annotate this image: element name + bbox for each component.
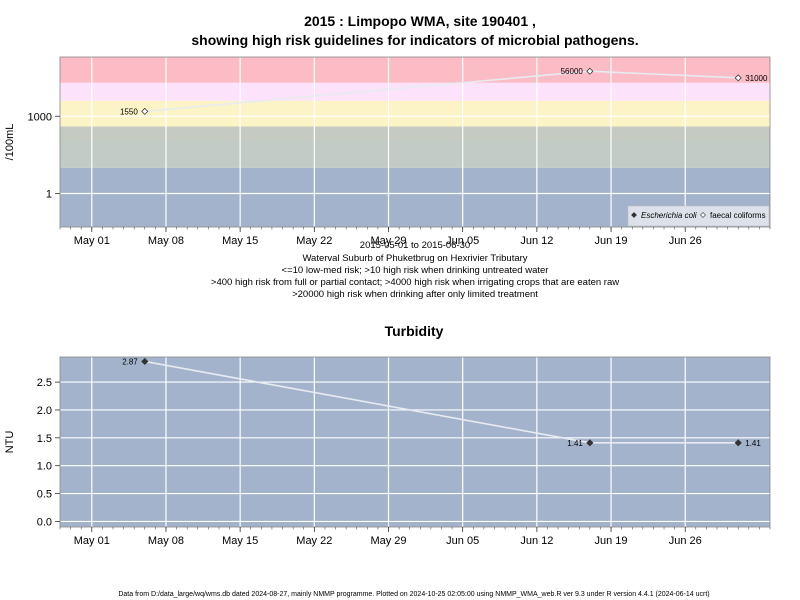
turbidity-panel: May 01 May 08 May 15 May 22 May 29 Jun 05 Jun … — [4, 356, 771, 547]
legend-marker-e-coli — [631, 212, 637, 218]
data-label: 1550 — [120, 107, 138, 116]
date-range: 2015-05-01 to 2015-06-30 — [360, 240, 470, 251]
series-turbidity: 2.87 1.41 1.41 — [122, 357, 761, 447]
x-tick-label: May 15 — [222, 535, 258, 547]
x-tick-label: Jun 12 — [520, 535, 553, 547]
legend-entry-faecal-coliforms: faecal coliforms — [710, 211, 766, 220]
y-tick-label: 1.0 — [37, 461, 52, 473]
x-axis: May 01 May 08 May 15 May 22 May 29 Jun 05 Jun … — [59, 527, 771, 547]
legend-entry-e-coli: Escherichia coli — [641, 211, 697, 220]
y-axis-label: /100mL — [4, 124, 16, 161]
data-label: 56000 — [561, 67, 584, 76]
y-tick-label: 0.0 — [37, 516, 52, 528]
guideline-drinking: <=10 low-med risk; >10 high risk when dr… — [282, 265, 549, 276]
x-axis-description: 2015-05-01 to 2015-06-30 Waterval Suburb… — [211, 240, 619, 300]
x-tick-label: May 29 — [370, 535, 406, 547]
y-axis-label: NTU — [4, 431, 16, 454]
risk-band-1 — [60, 142, 770, 168]
chart-title: 2015 : Limpopo WMA, site 190401 , — [304, 13, 536, 29]
legend: Escherichia coli faecal coliforms — [627, 205, 770, 227]
risk-band-5 — [60, 57, 770, 83]
y-tick-label: 1000 — [28, 111, 52, 123]
data-label: 1.41 — [567, 439, 583, 448]
data-point — [734, 439, 742, 447]
x-tick-label: May 22 — [296, 535, 332, 547]
x-axis: May 01 May 08 May 15 May 22 May 29 Jun 05 Jun … — [59, 227, 771, 247]
risk-bands — [60, 57, 770, 227]
risk-band-4 — [60, 82, 770, 101]
data-point — [734, 74, 742, 82]
series-faecal-coliforms: 1550 56000 31000 — [120, 67, 768, 116]
y-tick-label: 2.0 — [37, 405, 52, 417]
x-tick-label: Jun 05 — [446, 235, 479, 247]
guideline-treatment: >20000 high risk when drinking after onl… — [292, 289, 538, 300]
x-tick-label: Jun 05 — [446, 535, 479, 547]
grid-lines — [60, 57, 770, 227]
data-label: 1.41 — [745, 439, 761, 448]
data-point — [586, 67, 594, 75]
y-tick-label: 2.5 — [37, 377, 52, 389]
x-tick-label: Jun 19 — [595, 535, 628, 547]
y-tick-label: 1.5 — [37, 433, 52, 445]
x-tick-label: May 01 — [74, 535, 110, 547]
risk-band-3 — [60, 100, 770, 127]
plot-background — [60, 357, 770, 527]
x-tick-label: Jun 19 — [595, 235, 628, 247]
data-point — [141, 357, 149, 366]
data-label: 2.87 — [122, 357, 138, 366]
y-tick-label: 1 — [46, 188, 52, 200]
plot-border — [59, 56, 771, 228]
footer-note: Data from D:/data_large/wq/wms.db dated … — [118, 591, 709, 598]
y-axis: 0.0 0.5 1.0 1.5 2.0 2.5 — [37, 377, 60, 528]
x-tick-label: Jun 26 — [669, 535, 702, 547]
turbidity-title: Turbidity — [385, 323, 444, 339]
guideline-contact: >400 high risk from full or partial cont… — [211, 277, 619, 288]
data-label: 31000 — [745, 74, 768, 83]
microbial-panel: May 01 May 08 May 15 May 22 May 29 Jun 05 Jun … — [4, 56, 771, 300]
x-tick-label: May 01 — [74, 235, 110, 247]
x-tick-label: May 08 — [148, 235, 184, 247]
x-tick-label: Jun 12 — [520, 235, 553, 247]
y-tick-label: 0.5 — [37, 489, 52, 501]
data-point — [141, 107, 149, 115]
risk-band-2 — [60, 126, 770, 142]
plot-border — [59, 356, 771, 528]
x-tick-label: May 15 — [222, 235, 258, 247]
legend-marker-faecal-coliforms — [700, 212, 706, 218]
x-tick-label: Jun 26 — [669, 235, 702, 247]
x-tick-label: May 08 — [148, 535, 184, 547]
chart-subtitle: showing high risk guidelines for indicat… — [191, 32, 638, 48]
data-point — [586, 439, 594, 447]
site-name: Waterval Suburb of Phuketbrug on Hexrivi… — [302, 253, 527, 264]
x-tick-label: May 29 — [370, 235, 406, 247]
y-axis: 1 1000 — [28, 111, 60, 200]
legend-box — [627, 205, 770, 227]
x-tick-label: May 22 — [296, 235, 332, 247]
grid-lines — [60, 357, 770, 527]
